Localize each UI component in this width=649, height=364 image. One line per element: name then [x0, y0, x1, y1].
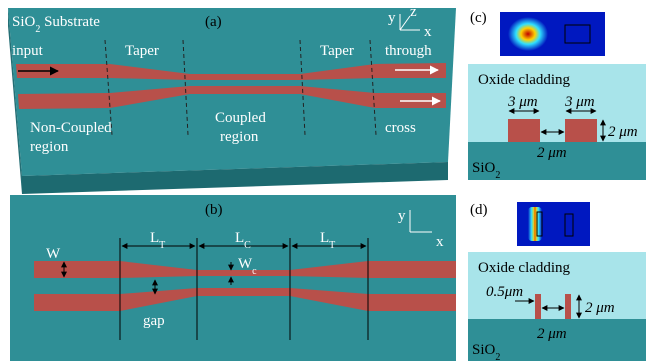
label-sub: 2: [495, 170, 500, 181]
port-label: input: [12, 43, 44, 59]
region-label: Taper: [320, 43, 354, 59]
dimension-label: 2 μm: [537, 145, 567, 161]
panel-label: (c): [470, 10, 487, 26]
dimension-label: 3 μm: [507, 94, 538, 110]
axis-label: z: [410, 4, 417, 20]
label-sub: C: [244, 240, 251, 251]
waveguide: [565, 119, 597, 142]
cladding-label: Oxide cladding: [478, 260, 571, 276]
panel-label: (d): [470, 202, 488, 218]
panel-a: SiO2 Substrate (a) input Taper Taper thr…: [8, 4, 456, 194]
panel-label: (a): [205, 14, 222, 30]
label-text: W: [238, 256, 253, 272]
axis-label: y: [398, 208, 406, 224]
label-text: L: [150, 230, 159, 246]
axis-label: y: [388, 10, 396, 26]
dimension-label: 3 μm: [564, 94, 595, 110]
panel-b: (b) W LT LC LT Wc gap y x: [10, 195, 456, 361]
dimension-label: 0.5μm: [486, 284, 523, 300]
port-label: cross: [385, 120, 416, 136]
label-text: Substrate: [40, 14, 100, 30]
dimension-label: gap: [143, 313, 165, 329]
region-label: region: [220, 129, 259, 145]
label-text: SiO: [472, 160, 496, 176]
panel-c: (c) Oxide cladding 3 μm 3 μm 2 μm 2 μm S…: [468, 10, 646, 181]
region-label: Coupled: [215, 110, 266, 126]
region-label: Non-Coupled: [30, 120, 112, 136]
label-sub: 2: [495, 352, 500, 363]
label-sub: c: [252, 266, 257, 277]
dimension-label: 2 μm: [608, 124, 638, 140]
label-text: SiO: [472, 342, 496, 358]
panel-label: (b): [205, 202, 223, 218]
label-text: SiO: [12, 14, 36, 30]
mode-spot: [508, 17, 548, 51]
axis-label: x: [424, 24, 432, 40]
label-text: L: [320, 230, 329, 246]
mode-image: [517, 202, 590, 246]
figure: SiO2 Substrate (a) input Taper Taper thr…: [0, 0, 649, 364]
axis-label: x: [436, 234, 444, 250]
dimension-label: 2 μm: [585, 300, 615, 316]
label-text: L: [235, 230, 244, 246]
port-label: through: [385, 43, 432, 59]
label-sub: T: [159, 240, 165, 251]
label-sub: T: [329, 240, 335, 251]
waveguide: [508, 119, 540, 142]
waveguide: [535, 294, 541, 319]
region-label: region: [30, 139, 69, 155]
waveguide: [565, 294, 571, 319]
region-label: Taper: [125, 43, 159, 59]
dimension-label: 2 μm: [537, 326, 567, 342]
cladding-label: Oxide cladding: [478, 72, 571, 88]
dimension-label: W: [46, 246, 61, 262]
panel-d: (d) Oxide cladding 0.5μm 2 μm 2 μm SiO2: [468, 202, 646, 363]
